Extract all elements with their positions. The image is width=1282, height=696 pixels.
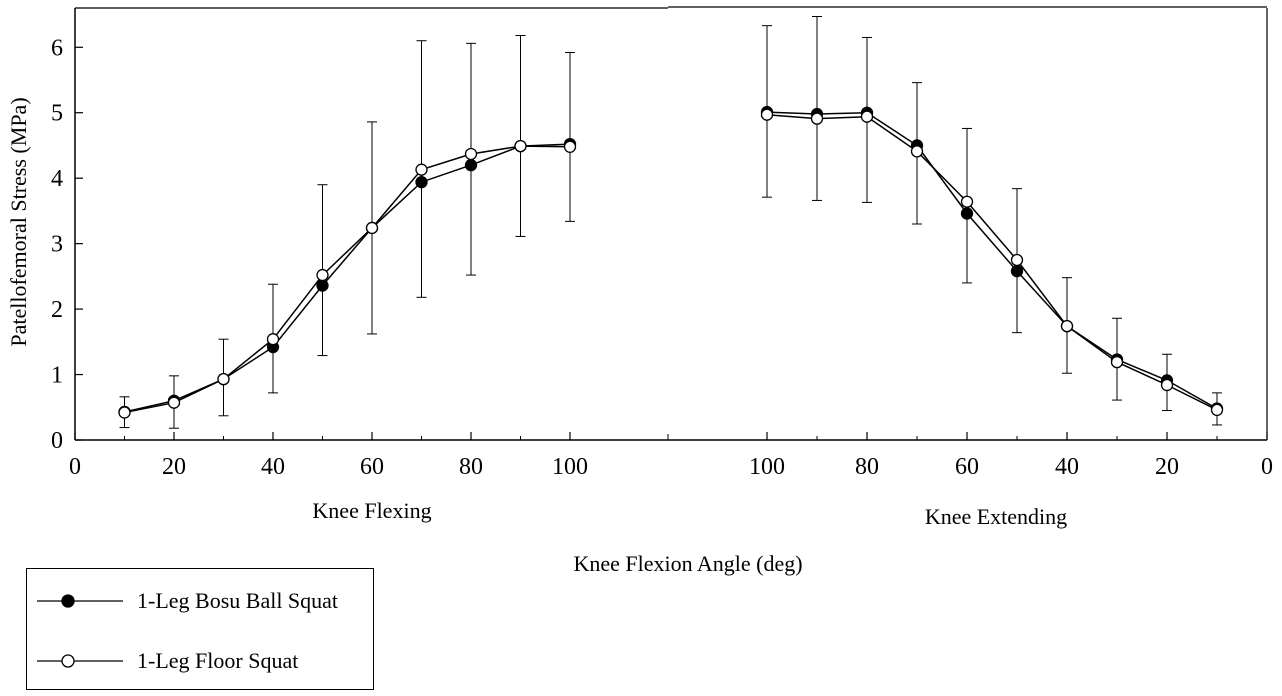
- data-point-bosu: [415, 175, 428, 189]
- data-markers: [118, 105, 1224, 419]
- data-point-floor: [960, 195, 974, 208]
- y-axis-label: Patellofemoral Stress (MPa): [6, 97, 31, 346]
- data-point-floor: [167, 396, 181, 409]
- data-point-floor: [415, 163, 428, 176]
- legend-label-bosu: 1-Leg Bosu Ball Squat: [137, 588, 339, 613]
- data-point-floor: [810, 112, 824, 125]
- segment-label-flexing: Knee Flexing: [312, 498, 431, 523]
- y-tick-label: 3: [51, 232, 63, 258]
- data-point-floor: [760, 108, 774, 121]
- y-tick-label: 5: [51, 101, 63, 127]
- y-tick-label: 4: [51, 166, 63, 192]
- data-point-floor: [1210, 403, 1224, 417]
- data-point-floor: [514, 139, 527, 153]
- data-point-bosu: [316, 279, 329, 292]
- x-axis-label: Knee Flexion Angle (deg): [573, 551, 802, 576]
- x-tick-label: 0: [69, 454, 81, 480]
- data-point-floor: [1060, 319, 1074, 333]
- data-point-floor: [1110, 355, 1124, 369]
- x-tick-label: 20: [162, 454, 186, 480]
- y-tick-label: 6: [51, 35, 63, 61]
- legend-entry-bosu: 1-Leg Bosu Ball Squat: [27, 586, 373, 616]
- x-tick-label: 40: [1055, 454, 1079, 480]
- x-tick-label: 60: [955, 454, 979, 480]
- x-tick-label: 100: [552, 454, 588, 480]
- series-lines: [124, 111, 1218, 414]
- x-tick-label: 80: [855, 454, 879, 480]
- data-point-bosu: [1010, 264, 1024, 278]
- data-point-floor: [266, 333, 280, 346]
- legend: 1-Leg Bosu Ball Squat 1-Leg Floor Squat: [26, 568, 374, 690]
- data-point-floor: [316, 268, 329, 282]
- y-tick-label: 1: [51, 363, 63, 389]
- legend-symbol-filled-circle: [37, 594, 123, 608]
- axis-labels: Patellofemoral Stress (MPa) Knee Flexing…: [6, 97, 1067, 576]
- y-tick-label: 0: [51, 428, 63, 454]
- x-tick-label: 40: [261, 454, 285, 480]
- series-line-floor-flexing: [124, 145, 571, 414]
- series-line-floor-extending: [766, 113, 1218, 411]
- x-tick-label: 100: [749, 454, 785, 480]
- y-axis: 0 1 2 3 4 5 6: [51, 35, 83, 454]
- plot-frame: [74, 6, 1268, 441]
- legend-entry-floor: 1-Leg Floor Squat: [27, 646, 373, 676]
- data-point-floor: [217, 372, 230, 386]
- data-point-floor: [860, 110, 874, 123]
- data-point-floor: [910, 145, 924, 158]
- legend-symbol-open-circle: [37, 654, 123, 668]
- series-line-bosu-extending: [766, 111, 1218, 410]
- x-tick-label: 0: [1261, 454, 1273, 480]
- data-point-floor: [365, 221, 379, 235]
- error-bars: [119, 16, 1222, 429]
- data-point-floor: [563, 140, 577, 153]
- data-point-bosu: [960, 207, 974, 220]
- x-axis: 0 20 40 60 80 100 100 80 60 40 20 0: [69, 432, 1273, 480]
- x-tick-label: 60: [360, 454, 384, 480]
- x-tick-label: 80: [459, 454, 483, 480]
- data-point-floor: [118, 406, 131, 419]
- x-tick-label: 20: [1155, 454, 1179, 480]
- segment-label-extending: Knee Extending: [925, 504, 1067, 529]
- data-point-bosu: [464, 158, 478, 172]
- series-line-bosu-flexing: [124, 143, 571, 413]
- data-point-floor: [1010, 253, 1024, 267]
- data-point-floor: [464, 147, 478, 161]
- y-tick-label: 2: [51, 297, 63, 323]
- data-point-floor: [1160, 378, 1174, 392]
- legend-label-floor: 1-Leg Floor Squat: [137, 648, 299, 673]
